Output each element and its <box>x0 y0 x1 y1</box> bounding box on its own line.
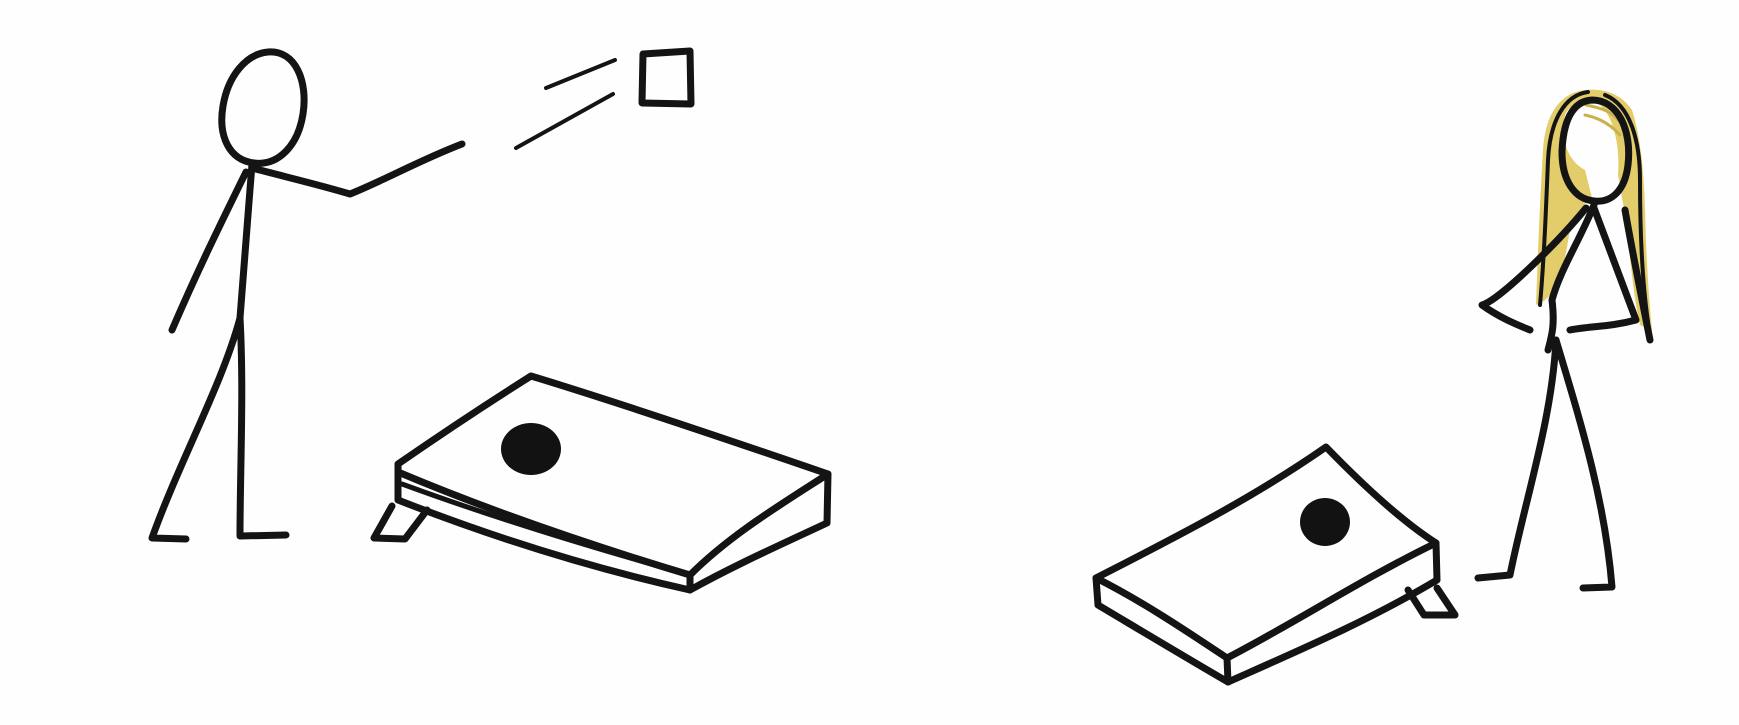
woman-right-arm <box>1566 204 1640 334</box>
motion-lines <box>514 58 617 150</box>
motion-line-lower <box>514 92 615 150</box>
cornhole-board-far <box>1092 443 1459 686</box>
thrower-head <box>218 48 308 167</box>
woman-hair-outline <box>1538 90 1590 307</box>
woman-hair-line-right <box>1621 206 1654 344</box>
thrower-figure <box>148 48 466 543</box>
thrower-left-arm <box>168 168 250 334</box>
thrower-torso <box>236 160 256 322</box>
woman-figure <box>1474 90 1654 592</box>
woman-left-leg <box>1474 336 1560 582</box>
board-near-inner-edge <box>399 481 693 578</box>
board-near-hole <box>501 423 561 475</box>
board-far-leg <box>1404 584 1459 619</box>
woman-torso <box>1544 201 1598 354</box>
board-far-top <box>1092 443 1440 662</box>
woman-head <box>1558 96 1633 205</box>
thrower-right-leg <box>236 314 290 540</box>
cornhole-board-near <box>370 372 832 594</box>
woman-hair-strand-1 <box>1583 113 1622 137</box>
board-far-hole <box>1300 498 1350 546</box>
bean-bag-square-icon <box>638 47 695 108</box>
woman-hair-outline-right <box>1603 93 1650 324</box>
woman-hair-strand-2 <box>1584 103 1620 122</box>
board-far-front-edge <box>1092 574 1232 686</box>
woman-right-leg <box>1552 336 1616 592</box>
thrower-left-leg <box>148 314 244 543</box>
thrower-throwing-arm <box>248 140 466 198</box>
board-near-leg <box>370 502 431 543</box>
board-far-side-edge <box>1224 539 1441 686</box>
woman-left-arm <box>1478 204 1590 334</box>
board-near-top <box>394 372 832 579</box>
board-near-side-edge <box>686 470 832 594</box>
motion-line-upper <box>544 58 617 90</box>
